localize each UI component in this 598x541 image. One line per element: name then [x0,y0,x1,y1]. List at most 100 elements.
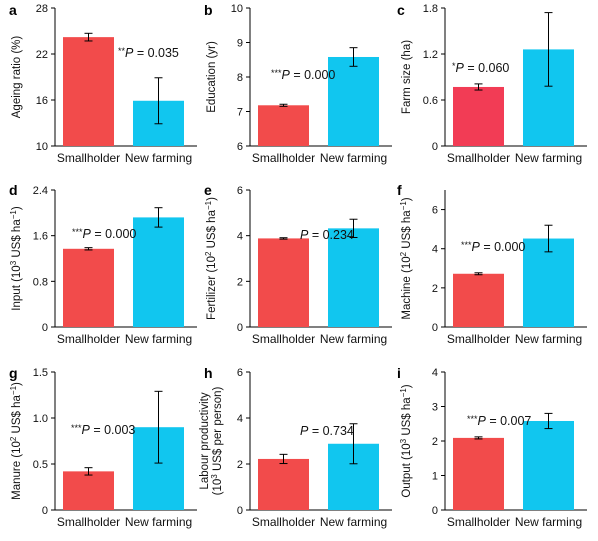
y-axis-label-part: (10 [212,479,224,496]
y-tick-label: 2 [237,459,243,471]
category-label: New farming [320,151,387,165]
y-tick-label: 2 [432,283,438,295]
y-axis-label-part: ) [206,197,218,201]
p-value-annotation: ***P = 0.000 [271,68,335,82]
y-tick-label: 0 [237,322,243,334]
y-tick-label: 1.5 [33,367,48,379]
bar-smallholder [453,86,504,146]
p-value-annotation: **P = 0.035 [118,46,179,60]
y-axis-label-superscript: 2 [399,251,408,256]
p-value-annotation: P = 0.734 [300,424,354,438]
panel-letter: i [397,365,401,381]
category-label: Smallholder [57,515,120,529]
y-tick-label: 1.0 [33,413,48,425]
p-value-text: = 0.000 [290,68,336,82]
y-tick-label: 6 [237,141,243,153]
y-axis-label-superscript: 2 [204,251,213,256]
y-tick-label: 0 [42,322,48,334]
y-tick-label: 2 [432,436,438,448]
bar-smallholder [63,471,114,510]
y-tick-label: 4 [237,231,243,243]
significance-stars: * [452,61,456,71]
y-tick-label: 7 [237,107,243,119]
category-label: New farming [320,515,387,529]
y-axis-label-superscript: 3 [9,260,18,265]
panel-letter: h [204,365,213,381]
y-axis-label-superscript: 3 [399,438,408,443]
panel-letter: c [397,2,405,18]
y-axis-label: Input (103 US$ ha−1) [9,206,23,311]
p-value-text: = 0.035 [133,46,179,60]
y-tick-label: 1.8 [423,3,438,15]
bar-new-farming [523,420,574,510]
p-value-text: = 0.003 [90,423,136,437]
y-axis-label: Machine (102 US$ ha−1) [399,197,413,319]
y-axis-label-part: US$ ha [11,394,23,436]
bar-smallholder [63,37,114,147]
y-tick-label: 3 [432,402,438,414]
p-value-text: = 0.000 [91,227,137,241]
bar-smallholder [258,238,309,327]
p-value-text: = 0.734 [308,424,354,438]
y-axis-label: Farm size (ha) [401,40,413,114]
category-label: New farming [320,332,387,346]
y-axis-label-part: ) [11,382,23,386]
y-tick-label: 0.5 [33,459,48,471]
y-tick-label: 2.4 [33,185,48,197]
significance-stars: *** [72,227,83,237]
significance-stars: *** [467,414,478,424]
category-label: Smallholder [252,515,315,529]
y-axis-label-part: ) [11,206,23,210]
panel-c: c 0 0.6 1.2 1.8 Smallholder New farming Farm si… [397,2,587,165]
y-axis-label-part: ) [401,384,413,388]
bar-smallholder [453,437,504,510]
y-tick-label: 4 [237,413,243,425]
y-tick-label: 9 [237,38,243,50]
bar-new-farming [328,228,379,327]
category-label: New farming [515,151,582,165]
y-tick-label: 0 [432,505,438,517]
p-symbol: P [300,424,309,438]
category-label: Smallholder [447,332,510,346]
y-axis-label-part: Machine (10 [401,256,413,319]
y-tick-label: 0 [432,322,438,334]
y-axis-label-superscript: −1 [399,201,408,211]
y-axis-label-superscript: −1 [399,388,408,398]
y-tick-label: 10 [36,141,48,153]
p-symbol: P [478,414,487,428]
category-label: Smallholder [447,515,510,529]
p-value-annotation: ***P = 0.003 [71,423,135,437]
panel-a: a 10 16 22 28 Smallholder New farming Ageing ra… [9,2,197,165]
p-value-text: = 0.234 [308,228,354,242]
p-symbol: P [472,240,481,254]
y-axis-label: Output (103 US$ ha−1) [399,384,413,497]
y-axis-label-part: Output (10 [401,443,413,497]
significance-stars: ** [118,46,126,56]
p-value-annotation: ***P = 0.007 [467,414,531,428]
y-tick-label: 6 [237,367,243,379]
panel-e: e 0 2 4 6 Smallholder New farming Fertilizer (1… [204,182,392,346]
y-axis-label: Ageing ratio (%) [11,36,23,119]
bar-new-farming [133,217,184,327]
y-tick-label: 22 [36,49,48,61]
panel-letter: b [204,2,213,18]
y-axis-label-superscript: 2 [9,436,18,441]
y-tick-label: 0.8 [33,276,48,288]
y-tick-label: 6 [237,185,243,197]
y-axis-label: Fertilizer (102 US$ ha−1) [204,197,218,320]
panel-letter: a [9,2,17,18]
p-value-text: = 0.007 [486,414,532,428]
y-axis-label-line1: Labour productivity [199,392,211,489]
panel-g: g 0 0.5 1.0 1.5 Smallholder New farming Manure … [9,365,197,529]
category-label: Smallholder [252,332,315,346]
y-tick-label: 0 [237,505,243,517]
panel-h: h 0 2 4 6 Smallholder New farming Labour produc… [199,365,392,529]
y-axis-label-part: Fertilizer (10 [206,256,218,320]
category-label: Smallholder [252,151,315,165]
p-value-annotation: P = 0.234 [300,228,354,242]
y-tick-label: 0 [432,141,438,153]
y-axis-label-superscript: 3 [210,474,219,479]
bar-smallholder [258,105,309,146]
significance-stars: *** [461,240,472,250]
